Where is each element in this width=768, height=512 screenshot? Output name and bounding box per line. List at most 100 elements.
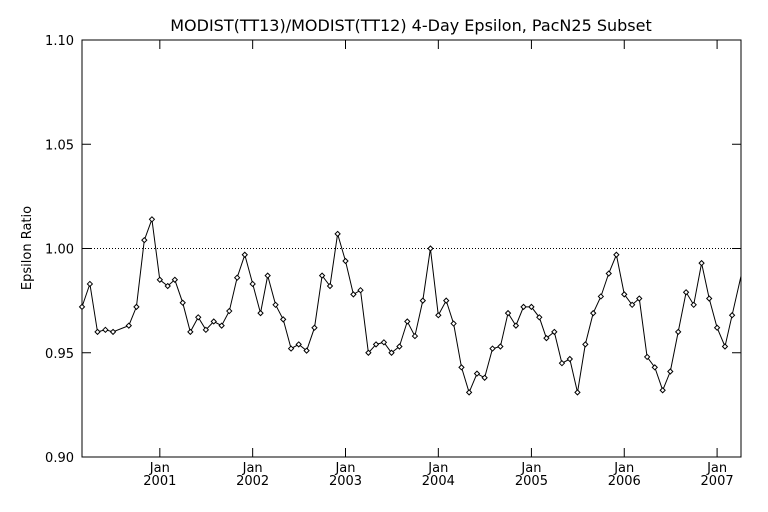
data-point [109,328,117,336]
x-tick-label-year: 2005 [515,474,548,489]
data-point [512,322,520,329]
data-point [713,324,721,331]
data-point [489,345,496,352]
data-point [287,345,295,352]
data-point [682,289,690,296]
data-point [543,334,550,342]
x-tick-label-year: 2006 [608,474,641,489]
x-tick-label-month: Jan [149,461,170,476]
data-point [148,216,156,223]
data-point [318,272,326,279]
data-point [590,309,597,317]
data-point [388,349,395,356]
y-tick-label: 1.10 [45,34,74,49]
data-point [443,297,450,304]
data-point [636,295,643,302]
data-point [187,328,194,336]
data-point [264,272,271,279]
data-point [566,355,574,363]
data-point [202,326,210,334]
chart-title: MODIST(TT13)/MODIST(TT12) 4-Day Epsilon,… [170,16,652,35]
data-point [551,328,558,336]
data-point [303,347,310,354]
data-point [365,349,372,356]
data-point [272,301,279,309]
x-tick-label-year: 2003 [329,474,362,489]
data-point [728,312,736,319]
data-point [481,374,488,381]
data-point [210,318,217,325]
data-point [528,303,535,311]
data-point [536,314,543,321]
data-point [396,343,403,350]
y-tick-label: 1.05 [45,138,74,153]
data-point [279,316,287,323]
data-point [674,328,682,336]
data-point [597,293,605,300]
data-point [473,370,481,377]
data-point [94,328,101,336]
data-point [504,309,512,317]
data-point [350,291,357,298]
data-point [125,322,133,329]
y-tick-label: 1.00 [45,243,74,258]
data-point [372,341,380,348]
data-point [86,280,94,288]
data-point [458,364,465,371]
data-point [226,307,233,315]
x-tick-label-month: Jan [242,461,263,476]
x-tick-label-year: 2001 [143,474,176,489]
data-point [497,343,504,350]
data-point [520,303,527,311]
plot-frame [81,39,742,458]
data-point [218,322,225,329]
data-point [334,230,341,238]
data-point [164,282,171,290]
data-point [133,303,140,311]
x-tick-label-year: 2002 [236,474,269,489]
data-point [257,309,264,317]
data-point [102,326,109,334]
x-tick-label-month: Jan [706,461,727,476]
data-point [574,389,581,396]
data-point [427,245,434,252]
data-point [450,320,457,327]
data-point [295,341,302,348]
x-tick-label-month: Jan [613,461,634,476]
data-point [582,341,589,348]
data-point [233,274,241,281]
data-point [659,387,666,394]
data-point [141,236,148,244]
data-point [326,282,334,290]
data-point [342,257,349,265]
series-line [81,219,742,394]
data-point [721,343,729,350]
data-point [667,368,674,375]
data-point [643,353,651,361]
data-point [698,259,705,267]
x-tick-label-month: Jan [334,461,355,476]
data-point [179,299,186,306]
data-point [558,359,566,367]
data-point [435,312,442,319]
data-point [171,276,179,283]
x-tick-label-year: 2007 [701,474,734,489]
series-markers [78,216,736,396]
data-point [690,301,697,309]
data-point [404,318,411,325]
data-point [465,389,473,396]
data-point [241,251,248,258]
data-point [628,301,636,309]
data-point [419,297,427,304]
x-tick-label-month: Jan [520,461,541,476]
data-point [605,270,612,277]
data-point [249,280,256,288]
x-tick-label-month: Jan [427,461,448,476]
data-point [621,291,628,298]
y-axis: 0.90 0.95 1.00 1.05 1.10 [45,34,741,466]
data-point [411,332,419,340]
data-point [651,364,658,371]
x-axis: Jan2001Jan2002Jan2003Jan2004Jan2005Jan20… [143,40,734,489]
data-point [613,251,620,258]
